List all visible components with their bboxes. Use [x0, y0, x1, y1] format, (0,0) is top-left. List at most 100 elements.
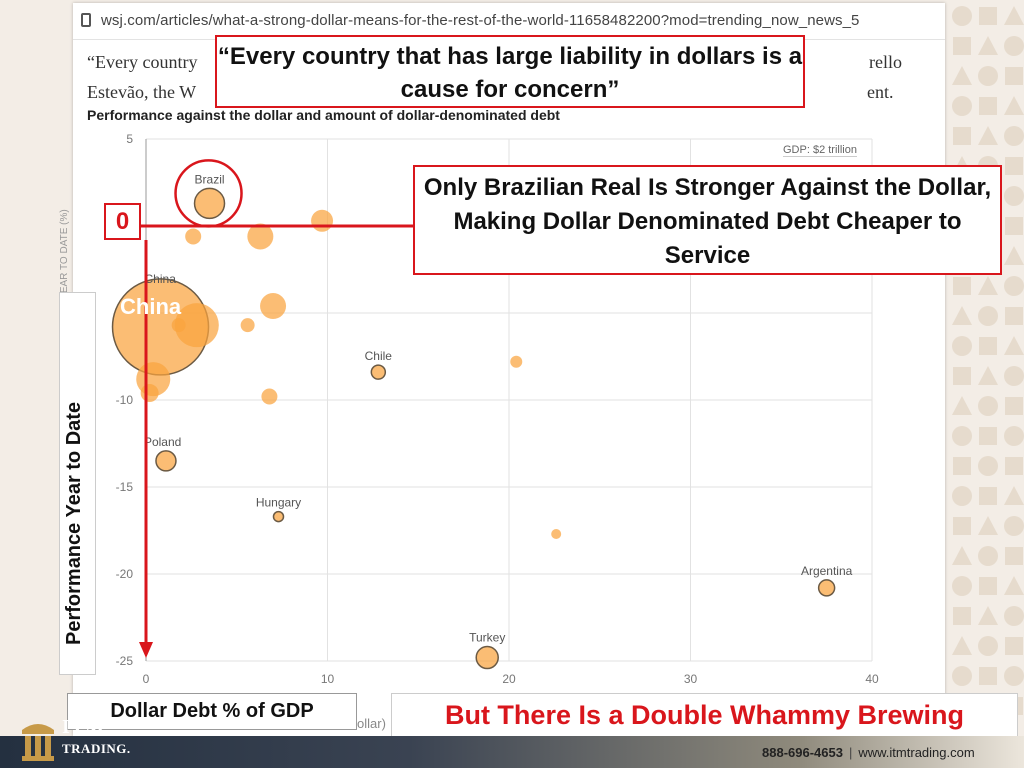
pattern-shape — [952, 576, 972, 596]
pattern-shape — [953, 277, 971, 295]
pattern-shape — [1004, 276, 1024, 296]
zero-line-label: 0 — [104, 203, 141, 240]
data-point — [817, 579, 836, 597]
browser-address-bar[interactable]: wsj.com/articles/what-a-strong-dollar-me… — [73, 3, 945, 40]
page-info-icon[interactable] — [81, 13, 91, 27]
pattern-shape — [1004, 96, 1024, 115]
pattern-shape — [1005, 637, 1023, 655]
pattern-shape — [978, 456, 998, 476]
pattern-shape — [978, 516, 998, 535]
pattern-shape — [953, 457, 971, 475]
data-point — [272, 510, 285, 523]
pattern-shape — [1004, 486, 1024, 505]
pattern-shape — [1005, 217, 1023, 235]
website-link[interactable]: www.itmtrading.com — [858, 745, 975, 760]
data-point — [155, 450, 177, 472]
pattern-shape — [979, 577, 997, 595]
pattern-shape — [978, 546, 998, 566]
phone-number[interactable]: 888-696-4653 — [762, 745, 843, 760]
bottom-banner: But There Is a Double Whammy Brewing — [391, 693, 1018, 737]
pattern-shape — [978, 66, 998, 86]
pattern-shape — [952, 336, 972, 356]
pattern-shape — [952, 6, 972, 26]
pattern-shape — [1004, 606, 1024, 626]
pattern-shape — [953, 517, 971, 535]
pattern-shape — [953, 127, 971, 145]
pattern-shape — [952, 636, 972, 655]
chart-subtitle: Performance against the dollar and amoun… — [87, 107, 560, 123]
data-point — [193, 187, 226, 220]
pattern-shape — [979, 7, 997, 25]
quote-callout: “Every country that has large liability … — [215, 35, 805, 108]
pattern-shape — [1004, 126, 1024, 146]
pattern-shape — [1005, 157, 1023, 175]
pattern-shape — [1005, 457, 1023, 475]
pattern-shape — [953, 607, 971, 625]
y-tick-label: -20 — [116, 567, 134, 581]
footer-separator: | — [848, 745, 853, 760]
data-point — [247, 223, 274, 250]
data-point — [311, 209, 334, 232]
x-tick-label: 30 — [684, 672, 698, 686]
pattern-shape — [978, 276, 998, 295]
y-axis-title: Performance Year to Date — [63, 401, 85, 645]
data-point — [475, 645, 499, 670]
y-tick-label: 5 — [126, 132, 133, 146]
pattern-shape — [978, 396, 998, 416]
pattern-shape — [953, 367, 971, 385]
x-tick-label: 10 — [321, 672, 335, 686]
pattern-shape — [978, 366, 998, 385]
pattern-shape — [1004, 666, 1024, 686]
url-text[interactable]: wsj.com/articles/what-a-strong-dollar-me… — [101, 12, 860, 29]
pattern-shape — [952, 306, 972, 325]
y-tick-label: -10 — [116, 393, 134, 407]
faded-x-axis-label: ollar) — [357, 716, 386, 731]
article-line-1: “Every country — [87, 52, 198, 72]
y-axis-title-box — [59, 292, 96, 675]
point-label: Poland — [144, 435, 181, 449]
itm-logo-icon — [22, 724, 54, 761]
point-label: Argentina — [801, 564, 853, 578]
pattern-shape — [978, 636, 998, 656]
pattern-shape — [1004, 6, 1024, 25]
y-axis-arrow-head — [139, 642, 153, 658]
pattern-shape — [978, 126, 998, 145]
pattern-shape — [1004, 186, 1024, 206]
x-tick-label: 20 — [502, 672, 516, 686]
logo-subtext: TRADING. — [62, 741, 131, 756]
brazil-real-callout: Only Brazilian Real Is Stronger Against … — [413, 165, 1002, 275]
data-point — [551, 528, 562, 539]
pattern-shape — [952, 66, 972, 85]
pattern-shape — [1005, 397, 1023, 415]
pattern-shape — [1004, 426, 1024, 446]
pattern-shape — [952, 666, 972, 686]
data-point — [261, 388, 278, 405]
pattern-shape — [952, 396, 972, 415]
data-point — [510, 355, 523, 368]
china-overlay-label: China — [120, 294, 182, 319]
y-tick-label: -15 — [116, 480, 134, 494]
point-label: China — [145, 272, 177, 286]
footer-bar — [0, 736, 1024, 768]
pattern-shape — [1005, 307, 1023, 325]
pattern-shape — [979, 97, 997, 115]
pattern-shape — [1004, 246, 1024, 265]
pattern-shape — [952, 486, 972, 506]
pattern-shape — [952, 426, 972, 446]
pattern-shape — [1004, 36, 1024, 56]
x-tick-label: 0 — [143, 672, 150, 686]
pattern-shape — [978, 606, 998, 625]
data-point — [370, 364, 387, 380]
data-point — [240, 318, 255, 333]
y-tick-label: -25 — [116, 654, 134, 668]
pattern-shape — [952, 96, 972, 116]
size-legend: GDP: $2 trillion — [783, 144, 857, 157]
pattern-shape — [1005, 67, 1023, 85]
data-point — [140, 384, 159, 403]
article-line-2-end: ent. — [867, 82, 894, 102]
pattern-shape — [978, 306, 998, 326]
pattern-shape — [978, 36, 998, 55]
data-point — [260, 293, 287, 320]
point-label: Brazil — [195, 172, 225, 186]
